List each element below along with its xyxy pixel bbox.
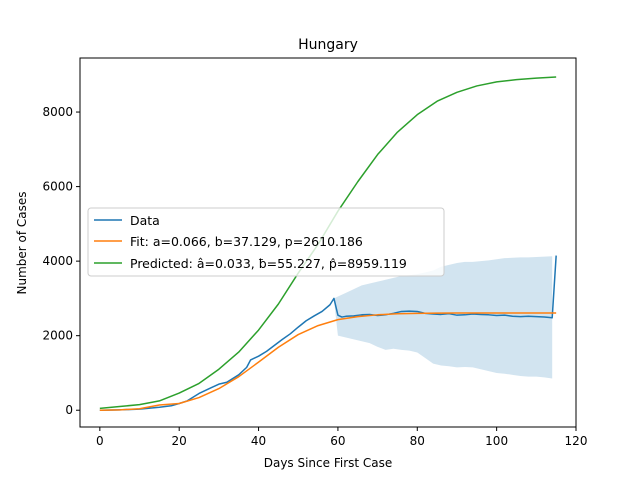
x-tick-label: 80 (410, 434, 425, 448)
y-tick-label: 0 (65, 403, 73, 417)
x-tick-label: 20 (172, 434, 187, 448)
legend-label-data: Data (130, 213, 160, 228)
x-axis-label: Days Since First Case (264, 456, 393, 470)
series-line-data (99, 255, 557, 411)
x-tick-label: 60 (330, 434, 345, 448)
y-tick-label: 8000 (42, 105, 73, 119)
x-axis-ticks: 0 20 40 60 80 100 120 (96, 427, 587, 448)
chart-title: Hungary (298, 37, 358, 53)
x-tick-label: 40 (251, 434, 266, 448)
y-tick-label: 2000 (42, 329, 73, 343)
y-tick-label: 6000 (42, 180, 73, 194)
plot-frame (79, 57, 577, 428)
y-axis-label: Number of Cases (15, 191, 29, 294)
legend-box (87, 207, 445, 277)
y-axis-ticks: 0 2000 4000 6000 8000 (42, 105, 80, 417)
legend-label-fit: Fit: a=0.066, b=37.129, p=2610.186 (130, 234, 363, 249)
y-tick-label: 4000 (42, 254, 73, 268)
x-tick-label: 0 (96, 434, 104, 448)
series-line-fit (99, 312, 557, 411)
legend: Data Fit: a=0.066, b=37.129, p=2610.186 … (87, 207, 445, 277)
confidence-band-layer (333, 256, 553, 379)
confidence-band (333, 256, 553, 379)
legend-label-predicted: Predicted: â=0.033, ƀ=55.227, p̂=8959.11… (130, 256, 407, 271)
x-tick-label: 100 (485, 434, 508, 448)
x-tick-label: 120 (565, 434, 588, 448)
